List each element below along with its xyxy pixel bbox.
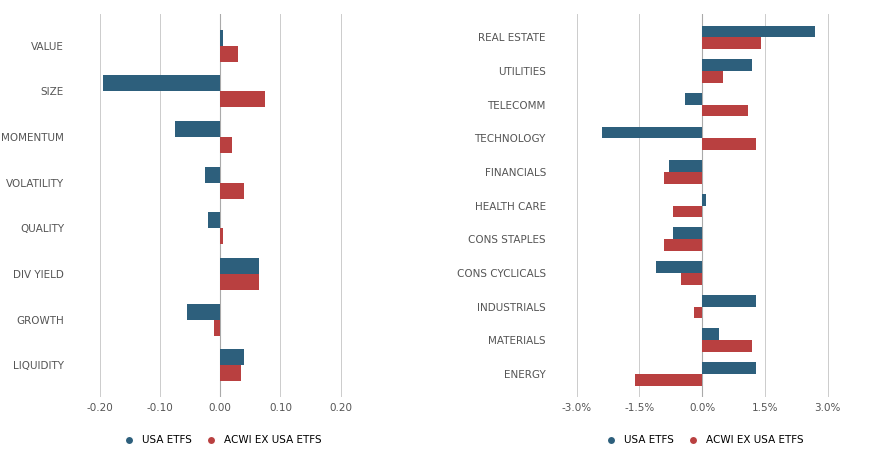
Bar xyxy=(103,75,220,91)
Bar xyxy=(220,183,244,199)
Bar xyxy=(672,227,701,239)
Bar xyxy=(693,306,701,318)
Bar xyxy=(220,228,223,244)
Bar xyxy=(680,273,701,285)
Bar xyxy=(187,304,220,320)
Bar xyxy=(701,59,752,71)
Legend: USA ETFS, ACWI EX USA ETFS: USA ETFS, ACWI EX USA ETFS xyxy=(114,432,326,450)
Bar xyxy=(220,365,241,381)
Bar xyxy=(175,121,220,137)
Bar xyxy=(220,30,223,46)
Bar xyxy=(701,71,722,83)
Bar xyxy=(701,37,760,49)
Bar xyxy=(664,239,701,251)
Bar xyxy=(701,25,814,37)
Bar xyxy=(701,138,755,150)
Bar xyxy=(601,127,701,138)
Bar xyxy=(701,340,752,352)
Bar xyxy=(664,172,701,184)
Bar xyxy=(701,362,755,374)
Bar xyxy=(220,137,232,153)
Bar xyxy=(205,167,220,183)
Bar xyxy=(220,46,238,62)
Bar xyxy=(220,274,259,290)
Bar xyxy=(655,261,701,273)
Bar xyxy=(701,295,755,306)
Bar xyxy=(701,194,706,206)
Bar xyxy=(220,258,259,274)
Bar xyxy=(220,349,244,365)
Bar xyxy=(667,160,701,172)
Bar xyxy=(634,374,701,386)
Bar xyxy=(220,91,265,108)
Bar xyxy=(685,93,701,105)
Bar xyxy=(672,206,701,217)
Legend: USA ETFS, ACWI EX USA ETFS: USA ETFS, ACWI EX USA ETFS xyxy=(595,432,807,450)
Bar xyxy=(701,328,718,340)
Bar xyxy=(208,213,220,228)
Bar xyxy=(214,320,220,336)
Bar xyxy=(701,105,747,116)
